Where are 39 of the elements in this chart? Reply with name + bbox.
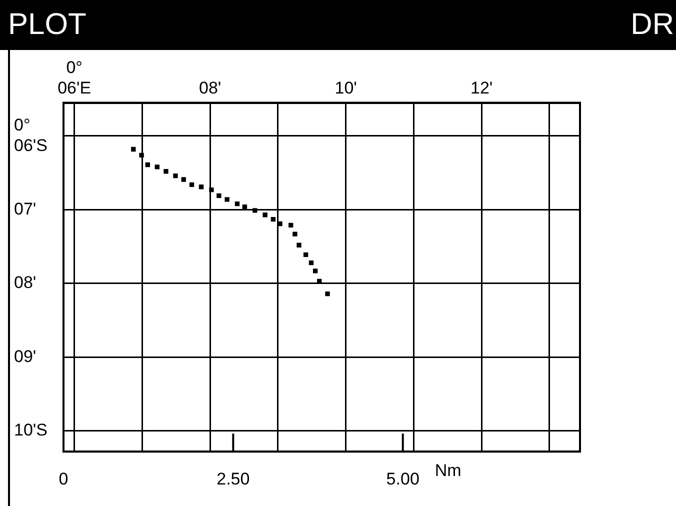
point [154, 164, 160, 170]
point [325, 291, 330, 296]
x-tick-label: 08' [199, 78, 222, 98]
x2-axis-title: Nm [434, 460, 462, 480]
point [164, 169, 168, 174]
point [262, 212, 268, 218]
x-tick-label: 12' [470, 78, 493, 98]
text: DR [630, 8, 675, 42]
point [303, 252, 308, 258]
y-tick-label: 07' [14, 199, 36, 218]
point [252, 208, 258, 213]
y-tick-label: 0° 06'S [14, 115, 48, 155]
point [131, 146, 136, 152]
point [145, 162, 150, 168]
point [312, 268, 318, 274]
point [242, 204, 248, 210]
x2-tick-label: 0 [58, 469, 68, 488]
point [288, 222, 294, 228]
point [308, 260, 314, 266]
x2-tick-label: 5.00 [386, 469, 420, 488]
point [209, 187, 214, 192]
chart-title: PLOT [8, 8, 86, 42]
point [189, 182, 194, 187]
x2-tick-label: 2.50 [216, 469, 250, 488]
y-tick-label: 09' [14, 346, 36, 366]
point [216, 193, 222, 198]
y-tick-label: 08' [14, 273, 36, 292]
x-tick-label: 0° 06'E [58, 58, 92, 98]
point [292, 232, 298, 236]
point [139, 152, 144, 158]
x-tick-label: 10' [334, 78, 357, 98]
point [234, 201, 240, 206]
point [173, 173, 178, 178]
y-tick-label: 10'S [14, 420, 48, 440]
point [224, 197, 230, 202]
point [270, 216, 276, 222]
point [181, 177, 186, 182]
point [198, 184, 204, 190]
point [296, 242, 302, 248]
